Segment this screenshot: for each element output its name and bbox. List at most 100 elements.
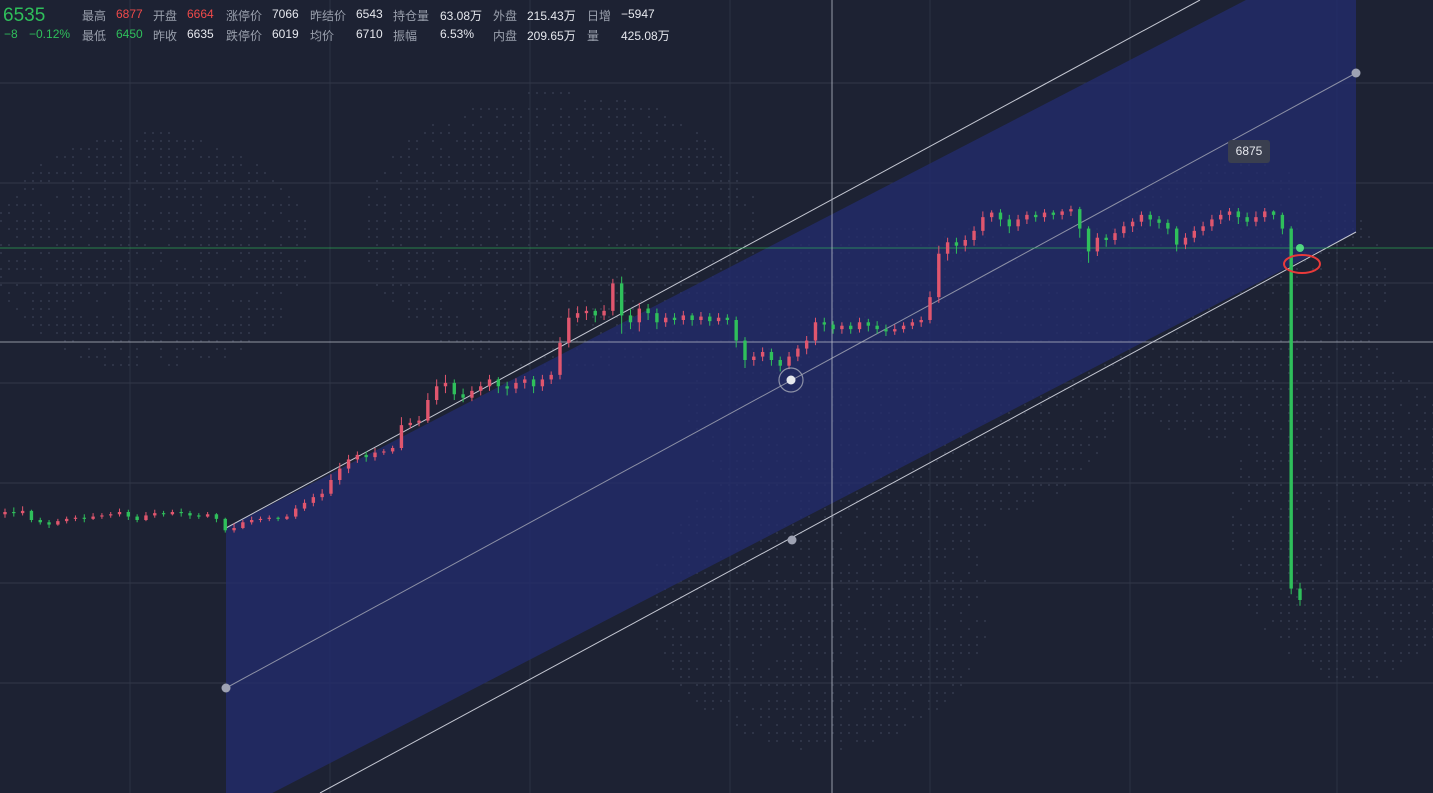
candle <box>12 507 16 517</box>
candle <box>954 237 959 254</box>
candle <box>382 449 386 455</box>
candle <box>1104 234 1108 247</box>
candle <box>29 509 34 523</box>
channel-fill <box>226 0 1356 793</box>
candle <box>1254 211 1258 227</box>
last-price: 6535 <box>3 5 46 26</box>
candle <box>849 322 853 334</box>
candle <box>1139 211 1144 227</box>
quote-value: 215.43万 <box>527 9 576 23</box>
quote-label: 昨收 <box>153 29 178 43</box>
quote-label: 跌停价 <box>226 29 263 43</box>
candle <box>1122 221 1126 238</box>
candle <box>426 393 430 423</box>
candle <box>637 302 641 332</box>
candle <box>100 513 104 519</box>
candle <box>1060 209 1064 220</box>
candle <box>893 324 897 335</box>
candle <box>531 376 536 394</box>
candle <box>223 517 227 533</box>
channel-anchor-end[interactable] <box>1351 68 1361 78</box>
candle <box>241 520 245 530</box>
candle <box>434 379 439 405</box>
candle <box>628 308 633 330</box>
candle <box>558 337 562 380</box>
candle <box>760 347 765 362</box>
candles <box>3 205 1302 606</box>
candle <box>672 313 677 325</box>
candle <box>1034 211 1038 222</box>
candle <box>664 313 668 327</box>
quote-label: 涨停价 <box>226 9 263 23</box>
candle <box>1289 226 1293 595</box>
candle <box>690 313 694 326</box>
candle <box>831 321 835 334</box>
candle <box>681 310 686 325</box>
candle <box>1113 228 1117 245</box>
candle <box>928 291 932 324</box>
candle <box>479 381 483 396</box>
candle <box>258 516 263 523</box>
candle <box>884 324 888 336</box>
candle <box>540 374 545 391</box>
candle <box>1174 226 1179 252</box>
candle <box>338 462 342 485</box>
candle <box>373 448 377 461</box>
channel-anchor-start[interactable] <box>221 683 231 693</box>
candle <box>1298 582 1302 606</box>
channel-width-handle[interactable] <box>787 535 797 545</box>
candle <box>972 226 976 246</box>
candle <box>910 318 915 330</box>
candle <box>285 514 289 520</box>
candle <box>505 381 509 396</box>
peak-tooltip: 6875 <box>1228 140 1270 163</box>
quote-label: 开盘 <box>153 9 178 23</box>
candle <box>443 374 448 394</box>
candle <box>840 322 844 334</box>
candle <box>197 513 201 519</box>
candle <box>1210 214 1214 231</box>
candle <box>153 509 157 518</box>
channel-center-handle[interactable] <box>786 375 796 385</box>
candle <box>901 322 906 333</box>
candle <box>937 245 941 303</box>
channel-center-handle-ring[interactable] <box>778 367 804 393</box>
candle <box>857 317 862 333</box>
candle <box>919 316 923 327</box>
candle <box>302 499 307 511</box>
candle <box>752 352 756 366</box>
candle <box>355 451 360 463</box>
candle <box>743 337 747 368</box>
candle <box>390 445 395 454</box>
candle <box>135 514 139 523</box>
candle <box>346 454 351 474</box>
quote-label: 持仓量 <box>393 9 430 23</box>
quote-label: 均价 <box>310 29 335 43</box>
candle <box>214 513 219 523</box>
candle <box>1166 219 1170 235</box>
candle <box>73 515 78 522</box>
quote-label: 日增 <box>587 9 612 23</box>
channel-lower-line[interactable] <box>319 231 1357 793</box>
quote-label: 昨结价 <box>310 9 347 23</box>
quote-label: 最高 <box>82 9 107 23</box>
candle <box>725 314 730 325</box>
last-price-glow <box>1296 244 1304 252</box>
quote-header: 6535 −8 −0.12% 最高 6877 开盘 6664 涨停价 7066 昨结价 654… <box>0 0 700 44</box>
candle <box>56 518 60 526</box>
candle <box>417 416 421 427</box>
quote-value: 209.65万 <box>527 29 576 43</box>
candle <box>734 316 738 348</box>
quote-label: 内盘 <box>493 29 518 43</box>
candle <box>91 513 95 520</box>
candle <box>1183 233 1188 250</box>
candle <box>619 276 624 334</box>
candle <box>1157 216 1161 229</box>
channel-upper-line[interactable] <box>225 0 1201 529</box>
candle <box>161 510 166 517</box>
candle <box>575 306 580 323</box>
candle <box>276 516 280 522</box>
candle <box>249 516 254 525</box>
